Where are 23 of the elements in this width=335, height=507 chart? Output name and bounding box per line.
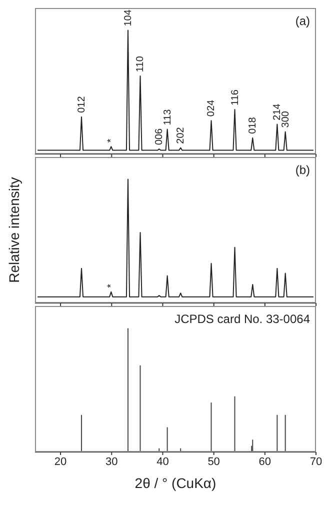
annotation: 110 — [135, 56, 146, 72]
annotation: 018 — [248, 116, 259, 134]
x-tick-label: 50 — [208, 456, 220, 468]
text: (a) — [295, 14, 310, 28]
x-axis-title: 2θ / ° (CuKα) — [134, 475, 216, 491]
x-tick-label: 20 — [54, 456, 67, 468]
annotation: 104 — [122, 9, 134, 26]
annotation: 116 — [230, 89, 241, 106]
x-tick-label: 60 — [258, 456, 272, 468]
annotation: 006 — [154, 128, 166, 146]
x-tick-label: 70 — [310, 456, 322, 468]
annotation: 024 — [206, 99, 218, 117]
annotation: 113 — [162, 108, 174, 126]
x-tick-label: 40 — [156, 456, 169, 468]
x-tick-label: 30 — [106, 456, 118, 468]
y-axis-title: Relative intensity — [6, 177, 22, 283]
annotation: 202 — [176, 126, 187, 144]
annotation: 300 — [280, 110, 292, 128]
text: JCPDS card No. 33-0064 — [174, 312, 310, 326]
annotation: * — [106, 138, 118, 143]
annotation: 012 — [76, 96, 88, 113]
annotation: * — [106, 284, 118, 288]
text: (b) — [295, 163, 310, 177]
